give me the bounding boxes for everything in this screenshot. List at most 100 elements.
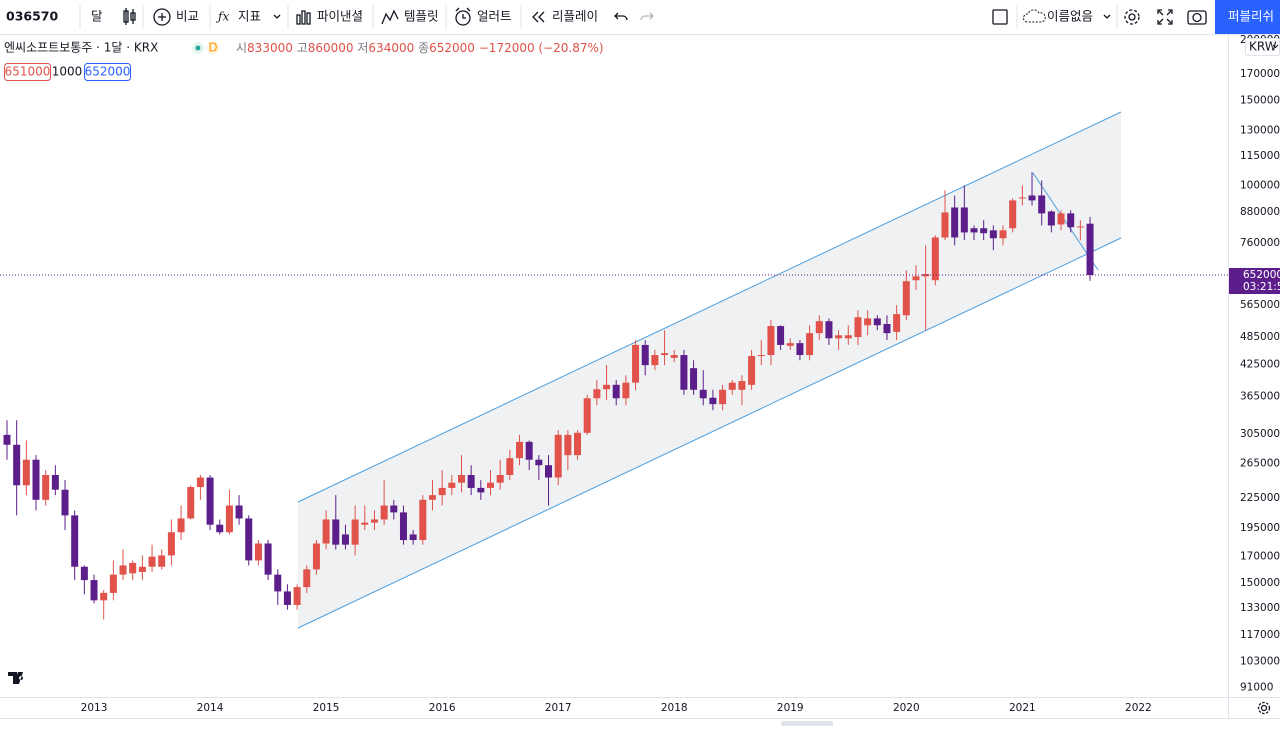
candle-body: [1057, 213, 1065, 225]
logo[interactable]: [8, 672, 24, 684]
y-tick-label: 103000: [1240, 656, 1280, 668]
candle-body: [158, 555, 166, 567]
candle-body: [641, 344, 649, 366]
candle-body: [516, 441, 524, 459]
snapshot-button[interactable]: [1187, 10, 1207, 25]
candle-body: [216, 524, 224, 533]
fullscreen-button[interactable]: [1157, 9, 1173, 25]
candle-body: [796, 343, 804, 356]
y-tick-label: 170000: [1240, 551, 1280, 563]
candle-body: [574, 432, 582, 456]
candle-body: [100, 592, 108, 601]
y-tick-label: 1300000: [1240, 124, 1280, 136]
y-tick-label: 880000: [1240, 206, 1280, 218]
candle-body: [815, 321, 823, 334]
candle-body: [844, 335, 852, 339]
alert-button[interactable]: 얼러트: [477, 9, 512, 24]
candle-body: [341, 534, 349, 545]
publish-button[interactable]: [1215, 0, 1280, 34]
candle-body: [777, 326, 785, 345]
x-tick-label: 2016: [429, 702, 456, 714]
alert-icon[interactable]: [455, 7, 471, 26]
replay-button[interactable]: 리플레이: [552, 9, 598, 24]
candle-body: [61, 489, 69, 516]
chart-style-button[interactable]: [123, 8, 136, 25]
bid[interactable]: 651000: [5, 65, 51, 79]
y-tick-label: 117000: [1240, 629, 1280, 641]
candle-body: [312, 543, 320, 570]
ohlc-values: 시833000 고860000 저634000 종652000 −172000 …: [236, 41, 604, 55]
candle-body: [225, 505, 233, 533]
scroll-handle[interactable]: [781, 721, 833, 726]
y-tick-label: 485000: [1240, 331, 1280, 343]
candle-body: [767, 326, 775, 356]
candle-body: [206, 477, 214, 525]
channel-line: [297, 111, 1122, 503]
layout-name[interactable]: 이름없음: [1047, 9, 1093, 24]
high-label: 고: [297, 41, 308, 55]
x-tick-label: 2018: [661, 702, 688, 714]
candle-body: [293, 587, 301, 605]
redo-button[interactable]: [640, 12, 654, 21]
candle-body: [603, 384, 611, 390]
candle-body: [351, 519, 359, 545]
ask-box[interactable]: [84, 63, 131, 81]
candle-body: [545, 465, 553, 478]
symbol[interactable]: 036570: [6, 9, 58, 24]
settings-button[interactable]: [1124, 9, 1140, 25]
currency[interactable]: KRW: [1249, 40, 1277, 54]
candle-body: [873, 318, 881, 326]
templates-icon[interactable]: [381, 9, 399, 25]
financials-icon[interactable]: [296, 10, 311, 25]
indicators-button[interactable]: 지표: [238, 9, 261, 24]
fx-icon[interactable]: ƒx: [215, 10, 229, 24]
candle-body: [138, 566, 146, 572]
candle-body: [690, 368, 698, 390]
cloud-icon[interactable]: [1023, 9, 1046, 23]
replay-icon[interactable]: [532, 11, 545, 23]
axis-settings[interactable]: [1257, 701, 1271, 715]
compare-button[interactable]: 비교: [176, 9, 199, 24]
candle-body: [806, 333, 814, 356]
parallel-channel[interactable]: [297, 111, 1122, 629]
candle-body: [1018, 197, 1026, 199]
candle-body: [283, 591, 291, 605]
candle-body: [370, 519, 378, 523]
bid-box[interactable]: [4, 63, 51, 81]
close-label: 종: [418, 41, 429, 55]
candle-body: [535, 459, 543, 466]
y-tick-label: 225000: [1240, 492, 1280, 504]
undo-button[interactable]: [614, 12, 628, 21]
templates-button[interactable]: 템플릿: [404, 9, 439, 24]
compare-icon[interactable]: [153, 8, 171, 26]
ask[interactable]: 652000: [85, 65, 131, 79]
layout-button[interactable]: [992, 9, 1008, 25]
publish-label[interactable]: 퍼블리쉬: [1228, 9, 1274, 24]
candle-body: [1067, 213, 1075, 228]
candle-body: [438, 487, 446, 496]
financials-button[interactable]: 파이낸셜: [317, 9, 363, 24]
interval-button[interactable]: 달: [91, 9, 103, 24]
countdown: 03:21:53: [1243, 281, 1280, 293]
y-tick-label: 195000: [1240, 522, 1280, 534]
candle-body: [554, 434, 562, 478]
candle-body: [428, 495, 436, 500]
y-tick-label: 1500000: [1240, 94, 1280, 106]
candle-body: [32, 459, 40, 500]
candle-body: [632, 344, 640, 383]
x-tick-label: 2019: [777, 702, 804, 714]
chevron[interactable]: [1272, 44, 1279, 49]
chevron[interactable]: [273, 14, 281, 19]
chevron[interactable]: [1103, 14, 1111, 19]
x-tick-label: 2022: [1125, 702, 1152, 714]
candle-body: [786, 343, 794, 346]
candle-body: [980, 228, 988, 234]
y-tick-label: 760000: [1240, 237, 1280, 249]
y-tick-label: 365000: [1240, 391, 1280, 403]
candle-body: [274, 574, 282, 592]
open-label: 시: [236, 41, 247, 55]
channel-line: [297, 237, 1122, 629]
candle-body: [42, 475, 50, 500]
candle-body: [854, 317, 862, 338]
